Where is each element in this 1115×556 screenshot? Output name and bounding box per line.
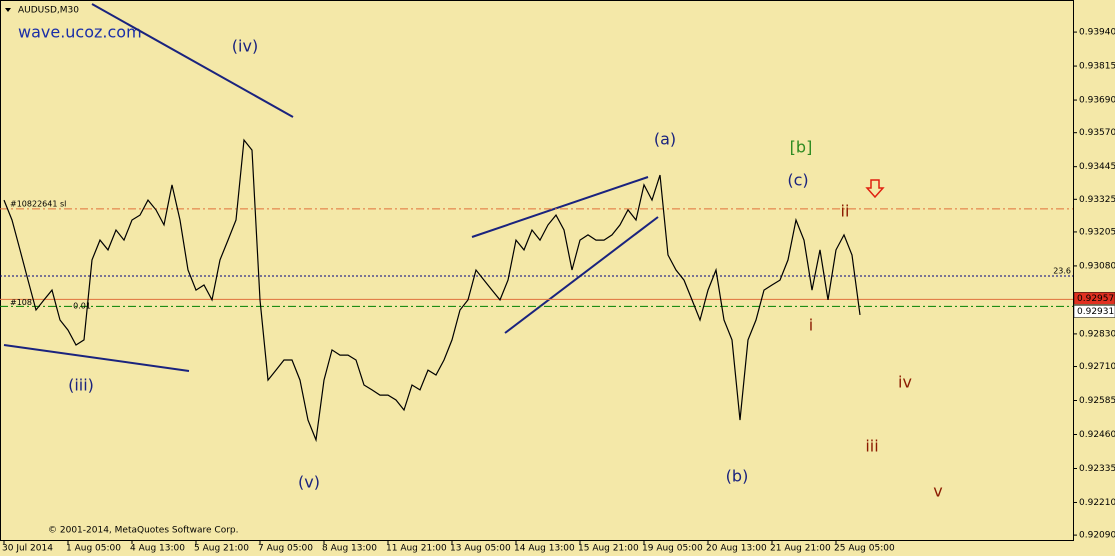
trendline <box>471 176 649 238</box>
y-tick-label: 0.93570 <box>1079 128 1115 138</box>
y-tick-label: 0.93815 <box>1079 62 1115 72</box>
x-tick-label: 25 Aug 05:00 <box>834 544 895 554</box>
wave-label: 0.01 <box>73 302 91 311</box>
wave-label: (b) <box>726 467 749 486</box>
y-tick-label: 0.92830 <box>1079 329 1115 339</box>
x-tick-label: 7 Aug 05:00 <box>258 544 313 554</box>
trendline <box>91 3 294 118</box>
y-tick-label: 0.93080 <box>1079 261 1115 271</box>
x-tick-label: 5 Aug 21:00 <box>194 544 249 554</box>
price-box-label: 0.92931 <box>1077 307 1114 317</box>
wave-label: iii <box>865 437 878 456</box>
x-tick-label: 15 Aug 21:00 <box>578 544 639 554</box>
y-tick-label: 0.93445 <box>1079 162 1115 172</box>
y-tick-label: 0.92210 <box>1079 498 1115 508</box>
y-tick-label: 0.92460 <box>1079 430 1115 440</box>
level-label: #108 <box>10 298 32 307</box>
wave-label: (iv) <box>232 37 258 56</box>
down-arrow <box>865 179 885 199</box>
y-tick-label: 0.93205 <box>1079 227 1115 237</box>
wave-label: (a) <box>654 130 676 149</box>
y-tick-label: 0.93325 <box>1079 195 1115 205</box>
y-tick-label: 0.93940 <box>1079 28 1115 38</box>
wave-label: (c) <box>787 171 808 190</box>
price-box-label: 0.92957 <box>1077 294 1114 304</box>
y-tick-label: 0.92585 <box>1079 396 1115 406</box>
level-label: 23.6 <box>1053 266 1071 275</box>
wave-label: iv <box>898 373 912 392</box>
plot-border <box>0 0 1074 541</box>
level-label: #10822641 sl <box>10 199 66 208</box>
x-tick-label: 11 Aug 21:00 <box>386 544 447 554</box>
wave-label: ii <box>841 202 850 221</box>
x-tick-label: 20 Aug 13:00 <box>706 544 767 554</box>
x-tick-label: 13 Aug 05:00 <box>450 544 511 554</box>
copyright: © 2001-2014, MetaQuotes Software Corp. <box>48 526 239 536</box>
wave-label: v <box>933 482 942 501</box>
trendlines <box>3 3 659 372</box>
x-tick-label: 30 Jul 2014 <box>2 544 53 554</box>
chart-title: AUDUSD,M30 <box>18 6 79 16</box>
y-tick-label: 0.93690 <box>1079 96 1115 106</box>
wave-label: [b] <box>790 138 813 157</box>
x-tick-label: 8 Aug 13:00 <box>322 544 377 554</box>
y-tick-label: 0.92090 <box>1079 531 1115 541</box>
x-tick-label: 1 Aug 05:00 <box>66 544 121 554</box>
y-tick-label: 0.92335 <box>1079 464 1115 474</box>
price-box <box>1073 305 1115 318</box>
x-tick-label: 19 Aug 05:00 <box>642 544 703 554</box>
wave-label: (v) <box>298 473 320 492</box>
watermark: wave.ucoz.com <box>18 23 142 42</box>
wave-label: i <box>809 316 813 335</box>
trendline <box>3 344 190 372</box>
price-line <box>3 138 861 443</box>
menu-arrow <box>5 8 11 12</box>
x-tick-label: 4 Aug 13:00 <box>130 544 185 554</box>
y-tick-label: 0.92710 <box>1079 362 1115 372</box>
wave-label: (iii) <box>68 376 94 395</box>
trendline <box>504 216 659 334</box>
x-tick-label: 21 Aug 21:00 <box>770 544 831 554</box>
price-box <box>1073 292 1115 305</box>
x-tick-label: 14 Aug 13:00 <box>514 544 575 554</box>
